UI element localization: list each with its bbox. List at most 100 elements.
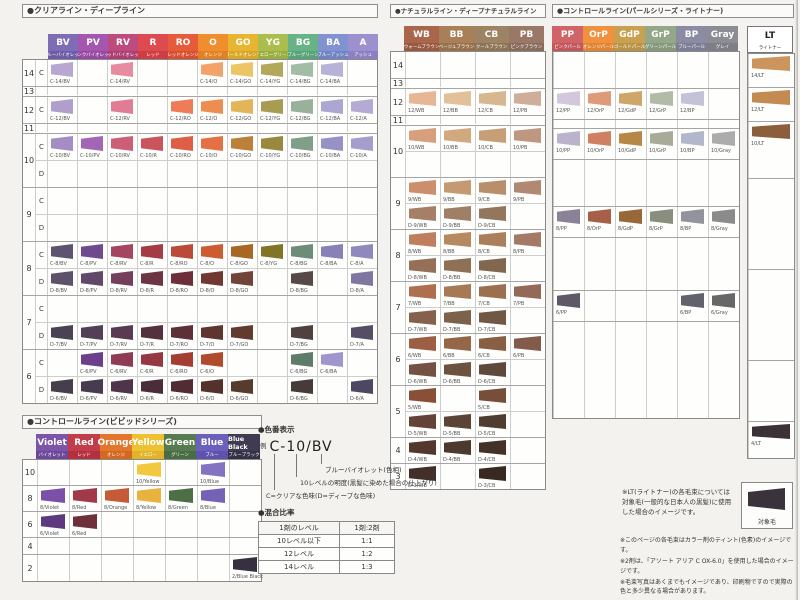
swatch-label: C-12/BG bbox=[290, 116, 311, 122]
sub-row: 10/Yellow 10/Blue bbox=[37, 460, 261, 485]
swatch-cell: D-8/RV bbox=[107, 269, 137, 295]
table-body: 14 13 12 12/WB 12/BB 12/CB 12/PB 11 10 10/WB 10/BB… bbox=[390, 51, 546, 490]
level-row: 4 bbox=[23, 537, 261, 554]
sub-row: D D-7/BV D-7/PV D-7/RV D-7/R D-7/RO D-7/O D-7/G… bbox=[35, 322, 377, 349]
swatch-cell bbox=[257, 215, 287, 241]
hair-swatch bbox=[111, 62, 133, 77]
swatch-cell bbox=[47, 215, 77, 241]
swatch-cell: 10/PP bbox=[553, 129, 584, 159]
hair-swatch bbox=[141, 379, 163, 394]
swatch-cell bbox=[317, 377, 347, 403]
swatch-cell: C-8/A bbox=[347, 242, 377, 268]
swatch-label: 10/LT bbox=[751, 141, 765, 147]
swatch-label: 8/PB bbox=[513, 249, 525, 255]
swatch-label: 10/OrP bbox=[587, 148, 605, 154]
swatch-cell: D-7/PV bbox=[77, 323, 107, 349]
swatch-label: 10/Gray bbox=[711, 148, 731, 154]
column-header: BA ブルーアッシュ bbox=[318, 34, 348, 59]
swatch-label: D-8/R bbox=[140, 288, 154, 294]
swatch-label: D-6/GO bbox=[230, 396, 249, 402]
swatch-label: C-8/RV bbox=[110, 261, 127, 267]
level-number: 2 bbox=[27, 563, 33, 573]
target-hair-label: 対象毛 bbox=[757, 519, 776, 526]
section-pearl-lightener: ●コントロールライン(パールシリーズ・ライトナー) PP ピンクパール OrP オレン… bbox=[552, 4, 795, 459]
swatch-cell: D-6/PV bbox=[77, 377, 107, 403]
sub-row: 10/PP 10/OrP 10/GdP 10/GrP 10/BP 10/Gray bbox=[553, 129, 739, 159]
swatch-cell: D-6/A bbox=[347, 377, 377, 403]
legend-connector-line bbox=[274, 454, 275, 490]
level-row: 11 bbox=[23, 123, 377, 133]
hair-swatch bbox=[141, 271, 163, 286]
swatch-label: D-9/BB bbox=[443, 223, 461, 229]
column-code-label: Red bbox=[68, 434, 100, 451]
swatch-label: C-8/YG bbox=[260, 261, 278, 267]
swatch-label: D-7/BG bbox=[290, 342, 308, 348]
swatch-cell: C-6/BG bbox=[287, 350, 317, 376]
swatch-cell: 9/CB bbox=[475, 178, 510, 203]
swatch-cell: D-7/A bbox=[347, 323, 377, 349]
swatch-label: D-9/WB bbox=[408, 223, 427, 229]
swatch-cell bbox=[677, 160, 708, 206]
sub-label: D bbox=[35, 161, 47, 187]
swatch-label: C-8/BV bbox=[50, 261, 67, 267]
hair-swatch bbox=[201, 62, 223, 77]
table-body: 10 10/Yellow 10/Blue 8 8/Violet 8/Red 8/Orange… bbox=[22, 459, 263, 582]
hair-swatch bbox=[479, 180, 506, 195]
swatch-label: D-7/RO bbox=[170, 342, 188, 348]
swatch-cell: C-8/BG bbox=[287, 242, 317, 268]
swatch-label: 6/PP bbox=[556, 310, 567, 316]
column-header: PP ピンクパール bbox=[552, 26, 583, 51]
hair-swatch bbox=[409, 91, 436, 106]
swatch-label: C-6/R bbox=[140, 369, 154, 375]
swatch-label: C-12/BA bbox=[320, 116, 341, 122]
swatch-cell: C-10/RV bbox=[107, 134, 137, 160]
swatch-cell: D-5/BB bbox=[440, 412, 475, 437]
sub-label: D bbox=[35, 377, 47, 403]
sub-row: 4/LT bbox=[748, 422, 794, 458]
vivid-table: Violet バイオレット Red レッド Orange オレンジ Yellow イエロー Gr… bbox=[22, 434, 263, 582]
swatch-cell bbox=[584, 52, 615, 88]
level-number: 4 bbox=[395, 446, 401, 455]
swatch-cell bbox=[475, 79, 510, 87]
swatch-label: C-10/PV bbox=[80, 153, 100, 159]
hair-swatch bbox=[409, 388, 436, 403]
swatch-cell bbox=[133, 538, 165, 554]
swatch-cell bbox=[347, 296, 377, 322]
level-row: 12/PP 12/OrP 12/GdP 12/GrP 12/BP bbox=[553, 88, 739, 119]
swatch-cell: C-6/R bbox=[137, 350, 167, 376]
section-natural-line: ●ナチュラルライン・ディープナチュラルライン WB ウォームブラウン BB ベージュブ… bbox=[390, 4, 546, 490]
sub-label: C bbox=[35, 188, 47, 214]
hair-swatch bbox=[444, 232, 471, 247]
swatch-cell bbox=[646, 238, 677, 290]
swatch-label: 7/CB bbox=[478, 301, 490, 307]
hair-swatch bbox=[141, 352, 163, 367]
level-row: 6 6/Violet 6/Red bbox=[23, 511, 261, 537]
hair-swatch bbox=[41, 514, 65, 529]
swatch-cell bbox=[69, 555, 101, 581]
swatch-label: 10/CB bbox=[478, 145, 493, 151]
column-code-label: BA bbox=[318, 34, 348, 51]
swatch-cell bbox=[197, 555, 229, 581]
table-row: 1剤のレベル 1剤:2剤 bbox=[258, 521, 395, 535]
sub-label: D bbox=[35, 269, 47, 295]
mixing-header-ratio: 1剤:2剤 bbox=[339, 521, 395, 535]
color-code-legend: ●色番表示 例 C-10/BV ブルーバイオレット(色相) 10レベルの明度(黒髪… bbox=[258, 424, 437, 514]
sub-row: D bbox=[35, 214, 377, 241]
swatch-cell bbox=[227, 87, 257, 95]
swatch-cell: D-6/BG bbox=[287, 377, 317, 403]
swatch-label: D-7/CB bbox=[478, 327, 496, 333]
level-row: 12/LT bbox=[748, 87, 794, 121]
level-number: 8 bbox=[395, 251, 401, 260]
swatch-cell: 8/Violet bbox=[37, 486, 69, 511]
sub-row: D bbox=[35, 160, 377, 187]
hair-swatch bbox=[409, 414, 436, 429]
swatch-cell: D-6/BV bbox=[47, 377, 77, 403]
swatch-cell bbox=[197, 296, 227, 322]
lightener-table: LT ライトナー 14/LT 12/LT 10/LT 4/LT bbox=[747, 26, 795, 459]
level-number: 14 bbox=[23, 68, 35, 78]
swatch-cell bbox=[197, 87, 227, 95]
legend-example-code: C-10/BV bbox=[269, 439, 333, 455]
swatch-cell: 7/WB bbox=[405, 282, 440, 307]
hair-swatch bbox=[588, 209, 611, 224]
swatch-cell bbox=[510, 360, 545, 385]
